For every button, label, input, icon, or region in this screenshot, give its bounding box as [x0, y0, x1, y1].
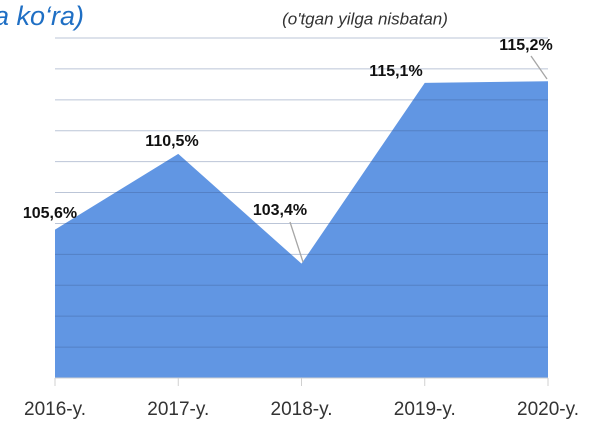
data-label: 115,2%	[499, 37, 552, 54]
x-tick-label: 2016-y.	[24, 399, 86, 420]
x-tick-label: 2018-y.	[271, 399, 333, 420]
data-label: 110,5%	[145, 133, 198, 150]
leader-line	[289, 221, 304, 263]
chart-subtitle: (o'tgan yilga nisbatan)	[282, 9, 448, 28]
x-tick-label: 2017-y.	[147, 399, 209, 420]
x-tick-label: 2019-y.	[394, 399, 456, 420]
leader-line	[530, 55, 548, 80]
x-tick-label: 2020-y.	[517, 399, 579, 420]
data-label: 105,6%	[23, 205, 77, 222]
area	[55, 81, 548, 378]
data-label: 103,4%	[253, 202, 307, 219]
data-label: 115,1%	[369, 63, 422, 80]
chart-title: a ko‘ra)	[0, 1, 84, 31]
